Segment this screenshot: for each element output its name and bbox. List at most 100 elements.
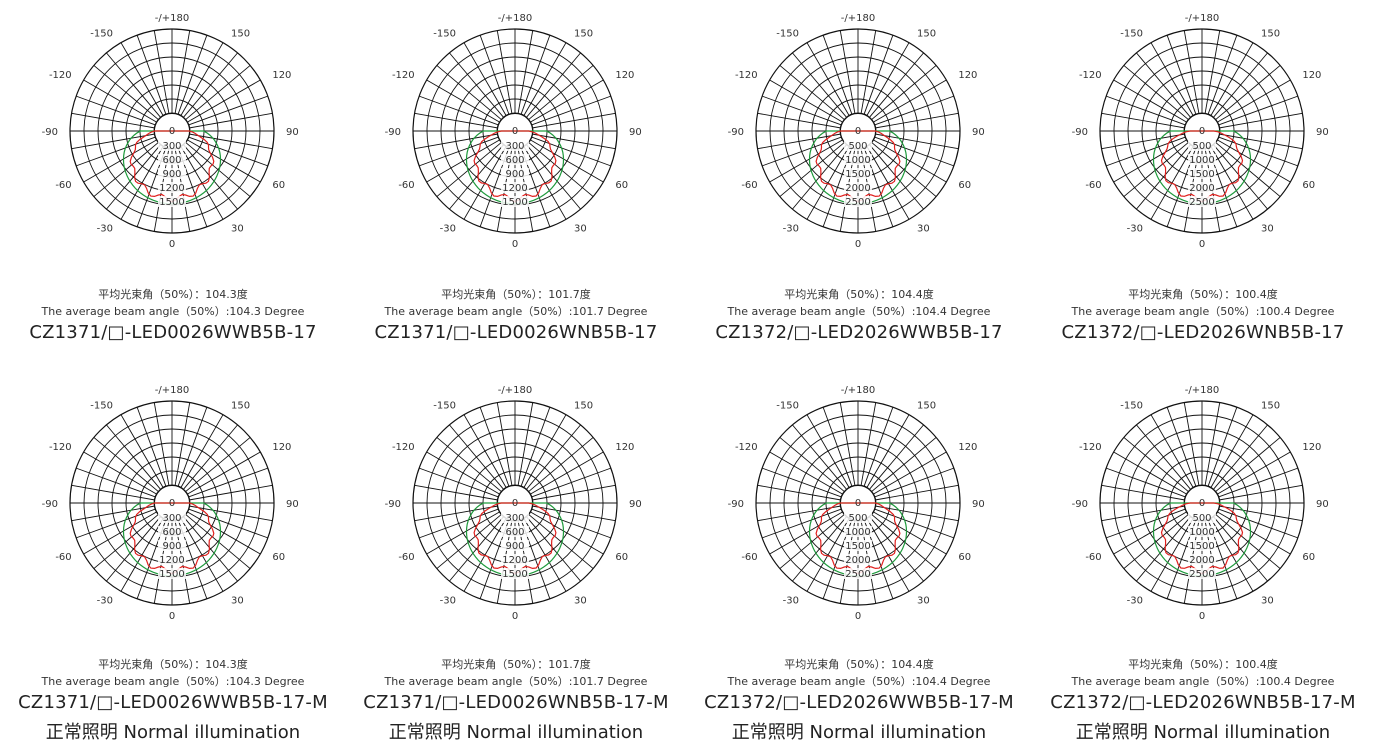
radial-label-bg [1188, 568, 1216, 579]
angle-label: 60 [958, 180, 971, 191]
angle-label: 90 [286, 499, 299, 510]
angle-label: -/+180 [155, 13, 189, 24]
radial-label-bg [1188, 196, 1216, 207]
radial-label: 300 [505, 141, 524, 152]
radial-label-bg [158, 568, 186, 579]
beam-angle-en-1: The average beam angle（50%）:104.3 Degree [41, 305, 305, 318]
model-number-2: CZ1371/□-LED0026WNB5B-17 [374, 322, 658, 343]
radial-label-bg [501, 526, 529, 537]
angle-label: 30 [574, 595, 587, 606]
radial-label: 0 [169, 498, 175, 509]
radial-label: 900 [162, 541, 181, 552]
radial-label: 1000 [845, 527, 870, 538]
angle-label: -/+180 [841, 13, 875, 24]
angle-label: -60 [55, 180, 71, 191]
ring-circle [755, 400, 961, 606]
radial-label-bg [501, 540, 529, 551]
angle-label: 120 [615, 442, 634, 453]
angle-label: 60 [1302, 552, 1315, 563]
model-number-4: CZ1372/□-LED2026WNB5B-17 [1061, 322, 1345, 343]
ring-circle [83, 42, 261, 220]
radial-label-bg [1188, 168, 1216, 179]
polar-chart-6: 030060090012001500-/+1801501209060300-30… [385, 385, 642, 622]
angle-label: -90 [1072, 499, 1088, 510]
ring-circle [1113, 414, 1291, 592]
polar-panel-7: 0 500 1000 1500 2000 2500 -/+180 150 120 90 60 30 0 -… [686, 372, 1032, 747]
beam-angle-cn-2: 平均光束角（50%）：101.7度 [441, 288, 591, 301]
model-number-5: CZ1371/□-LED0026WWB5B-17-M [18, 692, 328, 713]
angle-label: 90 [629, 499, 642, 510]
angle-label: 60 [615, 180, 628, 191]
radial-label: 1000 [1189, 527, 1214, 538]
angle-label: 90 [1316, 499, 1329, 510]
radial-label: 600 [505, 155, 524, 166]
angle-label: 120 [272, 442, 291, 453]
angle-label: 0 [512, 239, 518, 250]
polar-chart-3: 0 500 1000 1500 2000 2500 -/+180 150 120 90 60 30 0 -… [728, 13, 985, 250]
angle-label: 90 [1316, 127, 1329, 138]
angle-label: -120 [392, 442, 415, 453]
angle-label: -30 [97, 223, 113, 234]
radial-label: 0 [855, 126, 861, 137]
radial-label-bg [501, 554, 529, 565]
angle-label: 60 [272, 180, 285, 191]
polar-chart-7: 0 500 1000 1500 2000 2500 -/+180 150 120 90 60 30 0 -… [728, 385, 985, 622]
angle-label: -90 [728, 499, 744, 510]
angle-label: 120 [1302, 70, 1321, 81]
radial-label-bg [501, 196, 529, 207]
radial-label: 900 [162, 169, 181, 180]
radial-label: 1500 [502, 197, 527, 208]
radial-label: 600 [162, 155, 181, 166]
radial-label: 900 [505, 541, 524, 552]
radial-label: 1200 [502, 183, 527, 194]
radial-label-bg [158, 182, 186, 193]
angle-label: -150 [776, 401, 799, 412]
polar-panel-2: 0 300 600 900 1200 1500 -/+180 150 120 90 60 30 0 -30… [343, 0, 689, 350]
radial-label: 500 [1192, 141, 1211, 152]
radial-label-bg [844, 196, 872, 207]
ring-circle [1099, 28, 1305, 234]
illumination-mode-6: 正常照明 Normal illumination [388, 722, 644, 743]
polar-panel-6: 0 300 600 900 1200 1500 -/+180 150 120 90 60 30 0 -30… [343, 372, 689, 747]
radial-label: 2000 [1189, 183, 1214, 194]
radial-label-bg [844, 554, 872, 565]
angle-label: -30 [440, 223, 456, 234]
radial-label: 0 [1199, 498, 1205, 509]
beam-angle-en-2: The average beam angle（50%）:101.7 Degree [384, 305, 648, 318]
ring-circle [426, 42, 604, 220]
angle-label: -/+180 [498, 13, 532, 24]
angle-label: -/+180 [1185, 385, 1219, 396]
radial-label: 2000 [845, 183, 870, 194]
radial-label: 0 [169, 126, 175, 137]
radial-label: 2500 [1189, 569, 1214, 580]
polar-panel-8: 0 500 1000 1500 2000 2500 -/+180 150 120 90 60 30 0 -… [1030, 372, 1376, 747]
angle-label: 0 [855, 611, 861, 622]
angle-label: -90 [42, 127, 58, 138]
polar-chart-8: 0 500 1000 1500 2000 2500 -/+180 150 120 90 60 30 0 -… [1072, 385, 1329, 622]
angle-label: 30 [574, 223, 587, 234]
ring-circle [69, 28, 275, 234]
ring-circle [69, 400, 275, 606]
polar-chart-2: 030060090012001500-/+1801501209060300-30… [385, 13, 642, 250]
radial-label-bg [1188, 540, 1216, 551]
angle-label: -150 [776, 29, 799, 40]
ring-circle [1113, 42, 1291, 220]
polar-chart-4: 0 500 1000 1500 2000 2500 -/+180 150 120 90 60 30 0 -… [1072, 13, 1329, 250]
angle-label: -90 [42, 499, 58, 510]
ring-circle [769, 42, 947, 220]
angle-label: 90 [286, 127, 299, 138]
radial-label-bg [158, 168, 186, 179]
angle-label: -120 [49, 70, 72, 81]
angle-label: -30 [783, 223, 799, 234]
angle-label: -120 [392, 70, 415, 81]
beam-angle-en-4: The average beam angle（50%）:100.4 Degree [1071, 305, 1335, 318]
model-number-6: CZ1371/□-LED0026WNB5B-17-M [363, 692, 669, 713]
radial-label: 0 [512, 126, 518, 137]
beam-angle-cn-3: 平均光束角（50%）：104.4度 [784, 288, 934, 301]
angle-label: -120 [735, 442, 758, 453]
angle-label: -/+180 [498, 385, 532, 396]
angle-label: -150 [90, 29, 113, 40]
radial-label: 500 [1192, 513, 1211, 524]
angle-label: 0 [169, 611, 175, 622]
beam-angle-cn-6: 平均光束角（50%）：101.7度 [441, 658, 591, 671]
